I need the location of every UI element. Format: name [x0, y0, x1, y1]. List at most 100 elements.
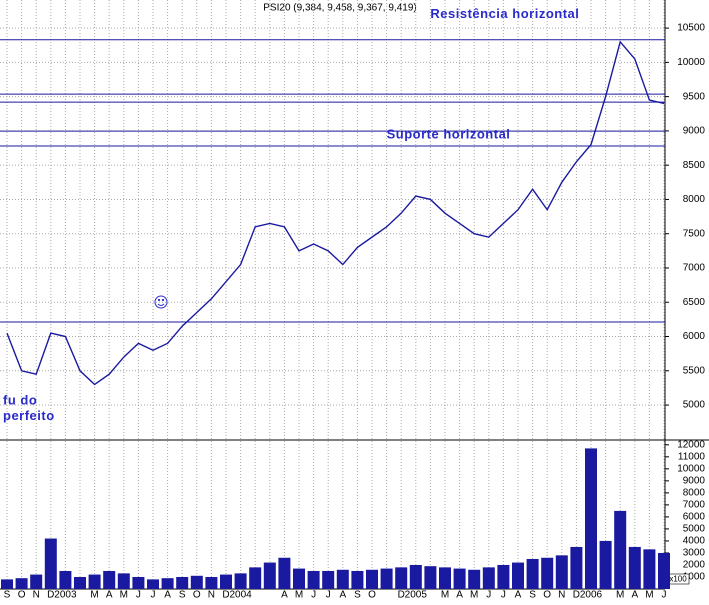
volume-bar [190, 575, 203, 589]
y2-tick-label: 6000 [683, 512, 706, 523]
annotation: perfeito [3, 408, 55, 423]
volume-bar [497, 564, 510, 589]
y-tick-label: 8500 [683, 160, 706, 171]
y-tick-label: 10000 [677, 57, 705, 68]
volume-bar [132, 576, 145, 589]
x-tick-label: O [543, 590, 551, 600]
x-tick-label: A [164, 590, 171, 600]
x-tick-label: A [515, 590, 522, 600]
x-tick-label: M [645, 590, 653, 600]
x-tick-label: O [193, 590, 201, 600]
y-tick-label: 8000 [683, 194, 706, 205]
volume-bar [336, 569, 349, 589]
y-tick-label: 7000 [683, 263, 706, 274]
y2-tick-label: 7000 [683, 500, 706, 511]
volume-bar [643, 549, 656, 589]
y2-tick-label: 1000 [683, 572, 706, 583]
annotation: Resistência horizontal [430, 6, 579, 21]
y2-tick-label: 2000 [683, 560, 706, 571]
x-tick-label: J [311, 590, 316, 600]
volume-bar [234, 573, 247, 589]
x-tick-label: J [136, 590, 141, 600]
volume-bar [585, 448, 597, 589]
volume-bar [30, 574, 43, 589]
volume-bar [482, 567, 495, 589]
volume-bar [74, 576, 86, 589]
volume-bar [88, 574, 101, 589]
volume-bar [44, 538, 57, 589]
volume-bar [628, 546, 641, 589]
volume-bar [468, 569, 481, 589]
x-tick-label: N [208, 590, 215, 600]
y-tick-label: 5000 [683, 400, 706, 411]
volume-bar [15, 578, 28, 589]
x-tick-label: M [441, 590, 449, 600]
x-tick-label: J [501, 590, 506, 600]
y-tick-label: 6000 [683, 331, 706, 342]
x-tick-label: A [456, 590, 463, 600]
volume-bar [263, 562, 276, 589]
volume-bar [1, 579, 13, 589]
volume-bar [220, 574, 232, 589]
volume-bar [424, 566, 437, 589]
x-tick-label: J [662, 590, 667, 600]
volume-bar [161, 578, 174, 589]
x-tick-label: O [368, 590, 376, 600]
x-tick-label: N [33, 590, 40, 600]
y-tick-label: 10500 [677, 23, 705, 34]
annotation: Suporte horizontal [387, 126, 511, 141]
x-tick-label: A [339, 590, 346, 600]
y2-tick-label: 8000 [683, 488, 706, 499]
x-tick-label: 2004 [229, 590, 252, 600]
volume-bar [614, 510, 627, 589]
x-tick-label: M [295, 590, 303, 600]
y-tick-label: 9500 [683, 91, 706, 102]
x-tick-label: A [281, 590, 288, 600]
x-tick-label: S [4, 590, 11, 600]
x-tick-label: D [47, 590, 54, 600]
y2-unit-label: x100 [669, 575, 687, 584]
chart-title: PSI20 (9,384, 9,458, 9,367, 9,419) [263, 3, 416, 14]
volume-bar [307, 570, 320, 589]
x-tick-label: A [106, 590, 113, 600]
volume-bar [278, 557, 291, 589]
x-tick-label: M [470, 590, 478, 600]
volume-bar [526, 558, 539, 589]
y-tick-label: 6500 [683, 297, 706, 308]
volume-bar [512, 562, 524, 589]
y2-tick-label: 5000 [683, 524, 706, 535]
y2-tick-label: 4000 [683, 536, 706, 547]
volume-bar [176, 576, 189, 589]
x-tick-label: D [222, 590, 229, 600]
x-tick-label: D [398, 590, 405, 600]
volume-bar [293, 568, 305, 589]
x-tick-label: 2003 [54, 590, 77, 600]
x-tick-label: O [18, 590, 26, 600]
x-tick-label: J [486, 590, 491, 600]
y-tick-label: 7500 [683, 228, 706, 239]
volume-bar [599, 540, 612, 589]
y2-tick-label: 9000 [683, 475, 706, 486]
x-tick-label: 2005 [405, 590, 428, 600]
x-tick-label: M [120, 590, 128, 600]
volume-bar [439, 567, 451, 589]
smiley [154, 295, 168, 309]
volume-bar [658, 552, 670, 589]
x-tick-label: M [616, 590, 624, 600]
volume-bar [147, 579, 159, 589]
volume-bar [409, 564, 422, 589]
x-tick-label: J [151, 590, 156, 600]
volume-bar [249, 567, 262, 589]
volume-bar [103, 570, 116, 589]
volume-bar [570, 546, 583, 589]
y-tick-label: 9000 [683, 126, 706, 137]
y2-tick-label: 10000 [677, 463, 705, 474]
volume-bar [59, 570, 72, 589]
volume-bar [205, 576, 218, 589]
x-tick-label: A [631, 590, 638, 600]
volume-bar [541, 557, 554, 589]
x-tick-label: S [354, 590, 361, 600]
volume-bar [322, 570, 335, 589]
